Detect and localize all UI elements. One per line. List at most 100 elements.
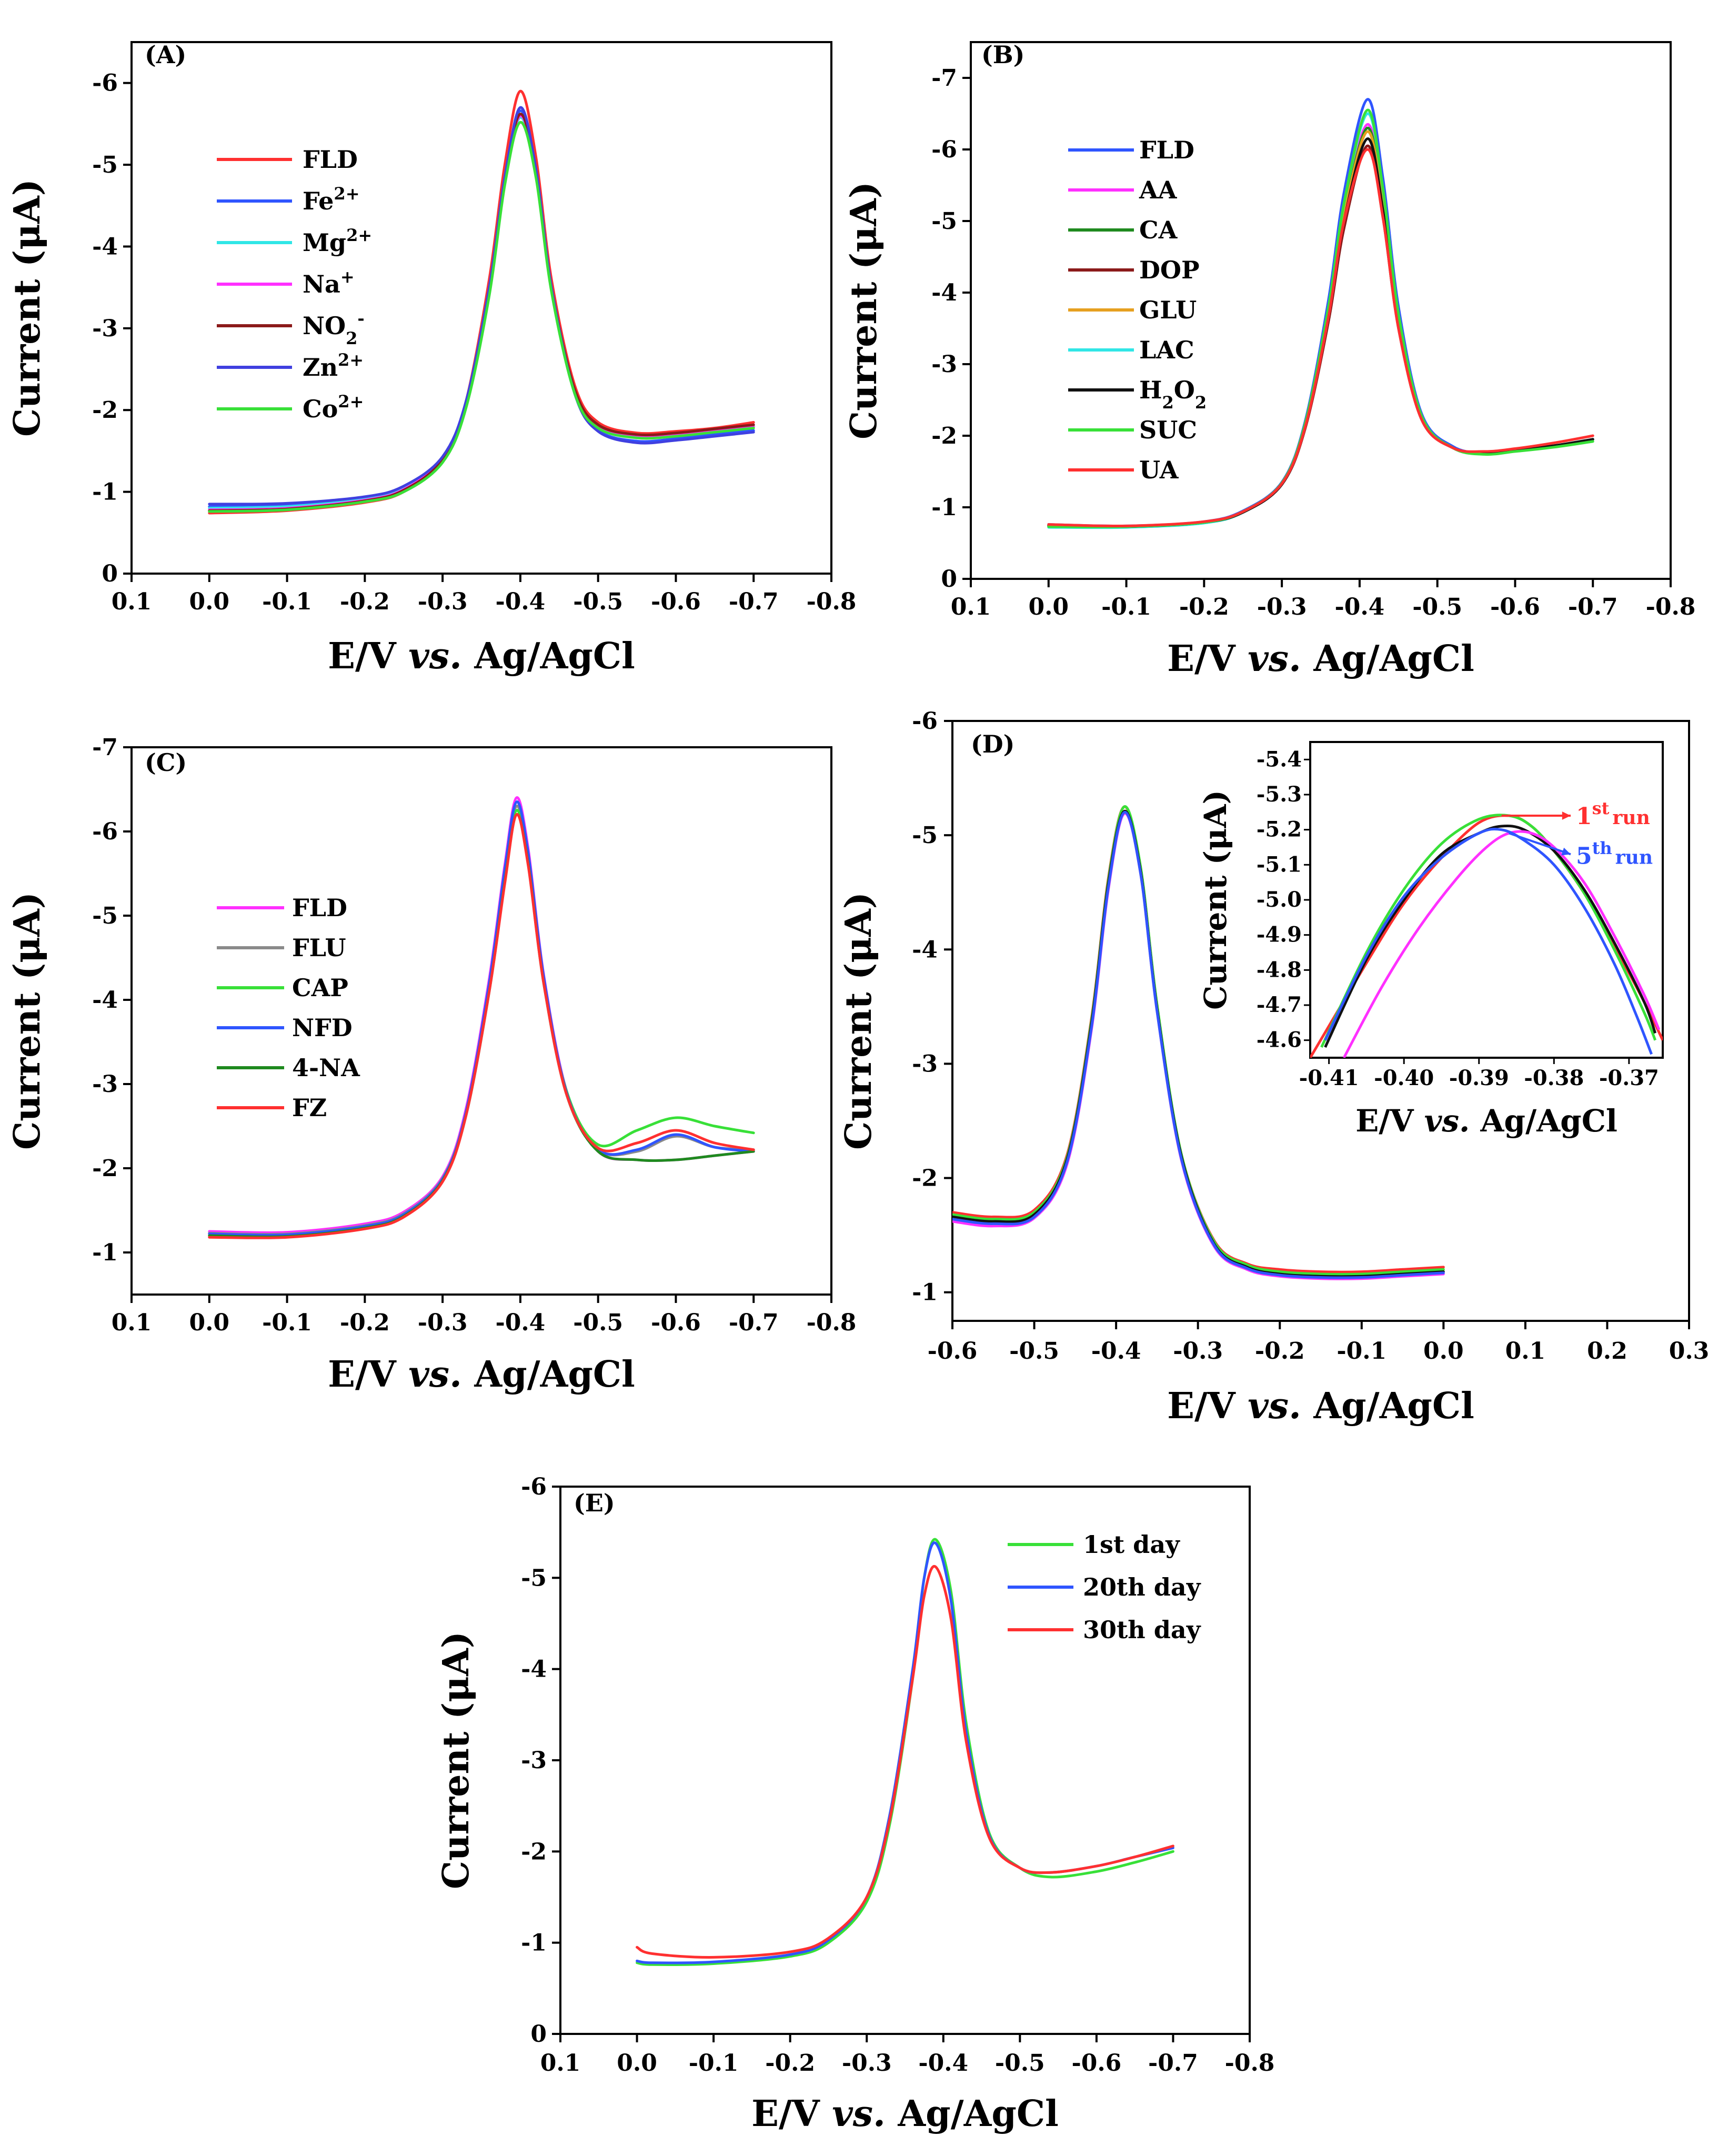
x-tick-label: -0.8 [807,588,857,615]
y-tick-label: -6 [931,136,957,163]
x-tick-label: -0.2 [340,588,390,615]
x-tick-label: -0.5 [573,1309,623,1336]
inset-x-tick-label: -0.40 [1374,1066,1434,1090]
series-group [208,89,755,515]
x-tick-label: -0.8 [807,1309,857,1336]
legend: FLD FLU CAP NFD 4-NA FZ [217,894,360,1122]
legend-label-cap: CAP [292,974,348,1002]
figure-panels: 0.1 0.0 -0.1 -0.2 -0.3 -0.4 -0.5 -0.6 -0.7 -0.8 0 -… [6,41,1709,2135]
x-tick-label: -0.4 [495,1309,545,1336]
y-tick-label: -6 [521,1473,547,1500]
y-tick-label: -5 [931,208,957,235]
x-tick-label: -0.7 [729,1309,779,1336]
series-group [208,796,755,1239]
x-tick-label: -0.7 [1148,2050,1198,2077]
y-tick-label: -1 [92,1239,118,1266]
y-tick-label: 0 [102,560,118,587]
x-tick-label: -0.5 [573,588,623,615]
y-tick-label: 0 [530,2021,547,2048]
x-tick-label: -0.7 [729,588,779,615]
legend-label-fe2-plus: Fe2+ [303,184,360,215]
x-tick-label: -0.2 [1179,594,1229,620]
y-tick-label: -3 [92,315,118,342]
legend-label-suc: SUC [1139,416,1197,444]
x-axis-title: E/V vs. Ag/AgCl [1167,1385,1474,1427]
legend-label-30th-day: 30th day [1083,1616,1201,1644]
y-tick-label: -1 [521,1930,547,1957]
y-tick-label: -4 [521,1656,547,1683]
x-tick-label: -0.5 [1009,1338,1059,1365]
legend-label-no2-minus: NO2- [303,308,365,348]
inset-x-tick-label: -0.37 [1599,1066,1659,1090]
legend: FLD AA CA DOP GLU LAC H2O2 SUC UA [1068,136,1207,484]
x-tick-label: -0.7 [1568,594,1618,620]
panel-label: (A) [145,41,186,69]
panel-label: (B) [981,41,1024,69]
x-tick-label: 0.1 [112,1309,152,1336]
annotation-arrowhead-1 [1562,811,1571,820]
annotation-arrowhead-2 [1561,847,1571,856]
legend-label-na-plus: Na+ [303,267,355,298]
x-tick-label: -0.4 [1091,1338,1141,1365]
legend-label-h2o2: H2O2 [1139,376,1207,413]
series-line-5th-run [952,811,1445,1279]
x-tick-label: -0.5 [995,2050,1045,2077]
x-tick-label: -0.6 [651,1309,701,1336]
y-tick-label: -5 [92,902,118,929]
panel-e: 0.1 0.0 -0.1 -0.2 -0.3 -0.4 -0.5 -0.6 -0.7 -0.8 0 -… [435,1473,1274,2135]
series-line-ua [1047,148,1594,528]
y-tick-label: -4 [92,233,118,260]
legend: 1st day 20th day 30th day [1008,1530,1201,1644]
y-tick-label: -1 [912,1279,938,1306]
x-tick-label: 0.0 [189,588,229,615]
x-axis-title: E/V vs. Ag/AgCl [1167,638,1474,680]
x-tick-label: -0.3 [418,588,468,615]
y-tick-label: -2 [92,1155,118,1182]
panel-label: (D) [971,730,1014,758]
inset-y-tick-label: -4.7 [1257,992,1302,1017]
x-tick-label: -0.6 [928,1338,978,1365]
x-tick-label: 0.2 [1587,1338,1627,1365]
series-line-30th-day [636,1565,1174,1959]
y-tick-label: -1 [92,479,118,506]
y-tick-label: -3 [912,1050,938,1077]
x-tick-label: 0.0 [189,1309,229,1336]
y-tick-label: -4 [931,279,957,306]
y-tick-label: -7 [931,65,957,92]
x-tick-label: -0.2 [1255,1338,1305,1365]
x-tick-label: -0.8 [1646,594,1696,620]
y-tick-label: -6 [92,818,118,845]
y-tick-label: -6 [92,70,118,97]
legend-label-ca: CA [1139,216,1178,244]
inset-x-tick-label: -0.39 [1449,1066,1509,1090]
x-axis-title: E/V vs. Ag/AgCl [328,1353,635,1396]
y-tick-label: -3 [521,1747,547,1774]
legend-label-mg2-plus: Mg2+ [303,225,372,257]
inset-x-axis-title: E/V vs. Ag/AgCl [1355,1103,1617,1139]
x-tick-label: 0.0 [1423,1338,1464,1365]
legend-label-fld: FLD [292,894,347,922]
y-tick-label: -1 [931,494,957,521]
legend-label-zn2-plus: Zn2+ [303,350,364,382]
legend: FLD Fe2+ Mg2+ Na+ NO2-Zn2+ Co2+ [217,145,372,423]
series-line-nfd [208,800,755,1237]
series-group [636,1538,1174,1967]
x-tick-label: -0.1 [1337,1338,1387,1365]
x-tick-label: 0.1 [951,594,991,620]
y-tick-label: -4 [912,936,938,963]
x-tick-label: -0.8 [1225,2050,1275,2077]
x-tick-label: -0.2 [765,2050,815,2077]
plot-frame [130,41,832,575]
y-tick-label: -3 [92,1071,118,1098]
annotation-label-1: 1st run [1576,798,1650,830]
x-tick-label: -0.6 [651,588,701,615]
plot-frame [970,41,1672,580]
inset-series-run-3 [1324,824,1657,1048]
y-tick-label: -2 [931,423,957,449]
panel-label: (C) [145,748,187,777]
legend-label-aa: AA [1139,176,1178,204]
x-tick-label: -0.3 [1173,1338,1223,1365]
x-tick-label: -0.1 [1101,594,1151,620]
y-axis-title: Current (μA) [6,179,48,437]
